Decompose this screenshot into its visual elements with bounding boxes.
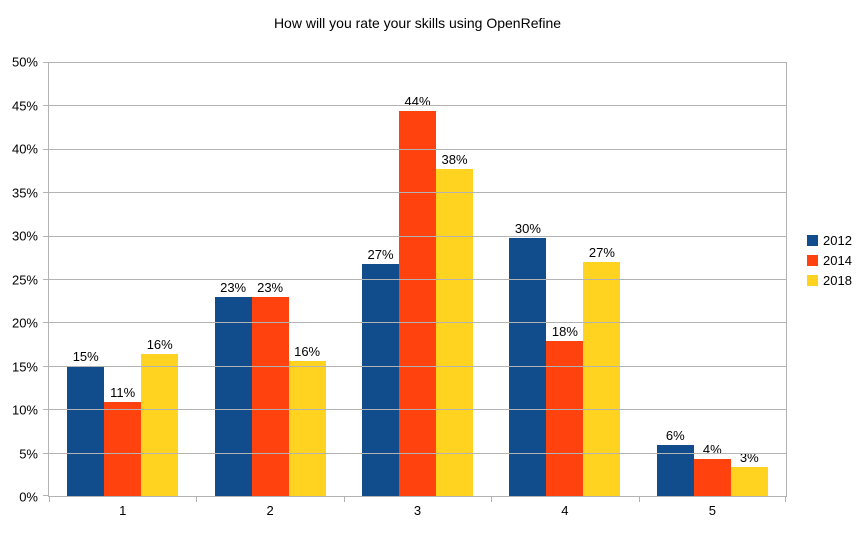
legend-item-2014: 2014 [807, 253, 852, 268]
x-axis-labels: 1 2 3 4 5 [49, 496, 786, 518]
y-axis-tick [43, 62, 49, 63]
bar-2018: 27% [583, 245, 621, 496]
bar-2014: 18% [546, 324, 584, 496]
x-axis-tick [491, 496, 493, 502]
plot-area: 15% 11% 16% 23% 23% 16% 27% 44% 38% 30% 18% 27% 6% 4%… [43, 62, 787, 518]
gridline [49, 235, 786, 237]
data-label: 27% [588, 244, 615, 260]
y-axis-tick-label: 35% [11, 185, 38, 200]
data-label: 38% [441, 151, 468, 167]
legend-item-2012: 2012 [807, 233, 852, 248]
data-label: 44% [404, 94, 431, 110]
data-label: 27% [367, 247, 394, 263]
y-axis-tick-label: 40% [11, 141, 38, 157]
x-axis-category-label: 2 [266, 503, 274, 518]
bar-2012: 23% [214, 280, 252, 496]
data-label: 23% [257, 280, 284, 296]
y-axis-tick [43, 235, 49, 237]
bar-2012: 15% [67, 349, 105, 496]
bar-2014: 4% [693, 442, 731, 496]
x-axis-tick [343, 496, 345, 502]
y-axis-tick-label: 45% [11, 98, 38, 113]
gridline [49, 192, 786, 194]
y-axis-tick [43, 192, 49, 194]
bar-2014: 23% [251, 280, 289, 496]
y-axis-tick-label: 10% [11, 402, 38, 418]
y-axis-tick [43, 365, 49, 367]
y-axis-tick [43, 148, 49, 150]
data-label: 30% [514, 221, 541, 237]
gridline [49, 279, 786, 280]
legend-item-2018: 2018 [807, 273, 852, 288]
y-axis-tick-label: 0% [19, 489, 38, 505]
y-axis-tick-label: 25% [11, 272, 38, 287]
data-label: 3% [739, 450, 759, 466]
x-axis-category-label: 5 [708, 503, 716, 518]
bar-2012: 27% [362, 247, 400, 496]
x-axis-tick [49, 496, 50, 502]
y-axis-tick [43, 495, 49, 496]
data-label: 18% [551, 323, 578, 339]
bar-2012: 30% [509, 221, 547, 496]
y-axis-tick-label: 15% [11, 359, 38, 374]
x-axis-tick [196, 496, 198, 502]
gridline [49, 409, 786, 411]
y-axis-tick-label: 30% [11, 228, 38, 244]
y-axis-tick [43, 409, 49, 411]
legend-swatch-icon [807, 235, 818, 246]
gridline [49, 105, 786, 107]
bar-2018: 3% [730, 450, 768, 496]
gridline [49, 365, 786, 367]
y-axis: 0% 5% 10% 15% 20% 25% 30% 35% 40% 45% 50% [0, 55, 48, 505]
y-axis-tick [43, 452, 49, 454]
data-label: 4% [702, 441, 722, 457]
x-axis-category-label: 3 [413, 503, 422, 518]
x-axis-tick [638, 496, 640, 502]
data-label: 16% [146, 336, 173, 352]
x-axis-tick [785, 496, 786, 502]
bar-2014: 11% [104, 385, 142, 496]
y-axis-tick [43, 322, 49, 324]
gridline [49, 452, 786, 454]
chart-body: 0% 5% 10% 15% 20% 25% 30% 35% 40% 45% 50% 15% 11% 16… [0, 55, 860, 534]
x-axis-category-label: 4 [561, 503, 569, 518]
legend-label: 2014 [823, 253, 852, 268]
gridline [49, 148, 786, 150]
gridline [49, 322, 786, 324]
legend-label: 2012 [823, 233, 852, 248]
y-axis-tick [43, 279, 49, 280]
bar-group: 15% 11% 16% [49, 62, 196, 496]
data-label: 16% [294, 343, 321, 359]
bar-2018: 16% [288, 344, 326, 496]
data-label: 11% [110, 385, 136, 401]
bar-2018: 38% [436, 152, 474, 496]
bar-2018: 16% [141, 337, 179, 496]
legend: 2012 2014 2018 [807, 228, 852, 293]
x-axis-category-label: 1 [119, 503, 127, 518]
data-label: 6% [665, 427, 685, 443]
data-label: 23% [220, 280, 247, 296]
y-axis-tick-label: 20% [11, 315, 38, 331]
gridline [49, 62, 786, 63]
bar-2014: 44% [399, 94, 437, 496]
bar-group: 23% 23% 16% [196, 62, 343, 496]
legend-swatch-icon [807, 275, 818, 286]
y-axis-tick-label: 50% [11, 54, 38, 70]
legend-label: 2018 [823, 273, 852, 288]
legend-swatch-icon [807, 255, 818, 266]
y-axis-tick-label: 5% [19, 446, 38, 461]
chart-title: How will you rate your skills using Open… [273, 15, 562, 31]
data-label: 15% [72, 348, 99, 364]
y-axis-tick [43, 105, 49, 107]
bar-group: 27% 44% 38% [344, 62, 491, 496]
